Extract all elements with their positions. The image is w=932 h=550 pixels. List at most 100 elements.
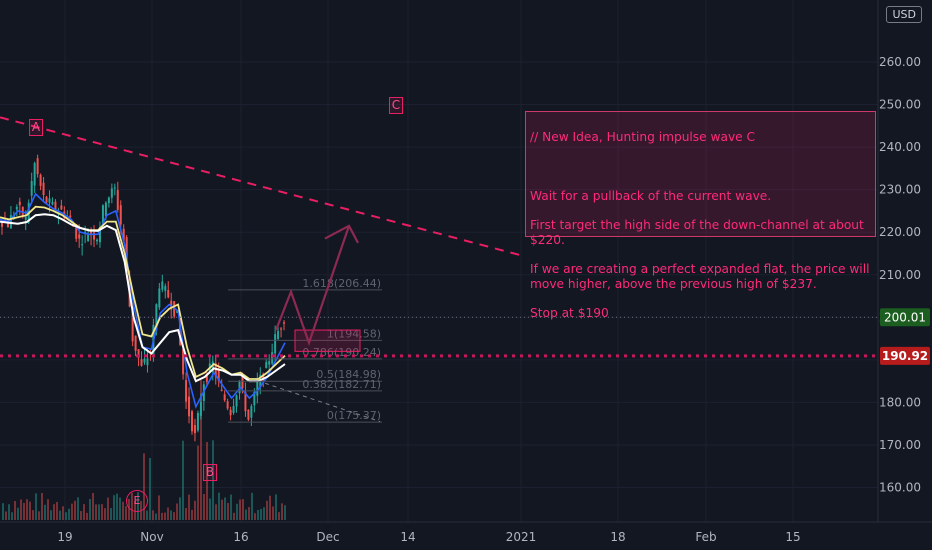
candle-body bbox=[78, 234, 81, 239]
volume-bar bbox=[71, 503, 73, 520]
volume-bar bbox=[122, 501, 124, 520]
candle-body bbox=[33, 163, 36, 186]
candle-body bbox=[131, 307, 134, 342]
candle-body bbox=[253, 391, 256, 406]
last-price-tag bbox=[880, 308, 930, 327]
volume-bar bbox=[176, 503, 178, 520]
volume-bar bbox=[227, 502, 229, 520]
volume-bar bbox=[281, 503, 283, 520]
volume-bar bbox=[188, 494, 190, 520]
volume-bar bbox=[65, 512, 67, 520]
volume-bar bbox=[236, 503, 238, 520]
volume-bar bbox=[80, 511, 82, 520]
volume-bar bbox=[38, 511, 40, 520]
x-tick-label: 2021 bbox=[506, 530, 537, 544]
volume-bar bbox=[200, 380, 202, 520]
volume-bar bbox=[23, 503, 25, 520]
volume-bar bbox=[29, 501, 31, 520]
volume-bar bbox=[50, 510, 52, 520]
candle-body bbox=[277, 331, 280, 339]
volume-bar bbox=[92, 492, 94, 520]
volume-bar bbox=[239, 499, 241, 520]
volume-bar bbox=[59, 510, 61, 520]
volume-bar bbox=[86, 512, 88, 520]
x-tick-label: 14 bbox=[400, 530, 415, 544]
candle-body bbox=[104, 202, 107, 217]
candle-body bbox=[39, 174, 42, 186]
volume-bar bbox=[68, 508, 70, 520]
candle-body bbox=[188, 396, 191, 417]
volume-bar bbox=[179, 497, 181, 520]
candle-body bbox=[113, 187, 116, 189]
x-tick-label: 18 bbox=[610, 530, 625, 544]
volume-bar bbox=[278, 512, 280, 520]
volume-bar bbox=[74, 500, 76, 520]
volume-bar bbox=[248, 507, 250, 520]
candle-body bbox=[60, 205, 63, 210]
volume-bar bbox=[26, 499, 28, 520]
candle-body bbox=[96, 239, 98, 242]
volume-bar bbox=[275, 494, 277, 520]
y-tick-label: 160.00 bbox=[879, 481, 921, 495]
last-price-label: 200.01 bbox=[884, 310, 926, 324]
volume-bar bbox=[41, 492, 43, 520]
wave-e-label: E bbox=[126, 490, 148, 512]
candle-body bbox=[214, 363, 217, 377]
projected-wave-path bbox=[274, 225, 351, 347]
candle-body bbox=[199, 402, 202, 416]
x-tick-label: 15 bbox=[785, 530, 800, 544]
volume-bar bbox=[62, 506, 64, 520]
candle-body bbox=[158, 288, 161, 308]
candle-body bbox=[48, 198, 51, 203]
ma-white-line bbox=[0, 213, 286, 383]
currency-selector[interactable]: USD bbox=[886, 6, 922, 23]
candle-body bbox=[90, 230, 93, 236]
volume-bar bbox=[53, 504, 55, 520]
y-tick-label: 240.00 bbox=[879, 140, 921, 154]
candle-body bbox=[134, 335, 137, 351]
candle-body bbox=[229, 409, 232, 416]
idea-note[interactable]: // New Idea, Hunting impulse wave C Wait… bbox=[525, 111, 876, 320]
volume-bar bbox=[254, 513, 256, 520]
volume-bar bbox=[194, 500, 196, 520]
candle-body bbox=[268, 361, 271, 365]
candle-body bbox=[211, 361, 214, 372]
candle-body bbox=[45, 196, 48, 203]
candle-body bbox=[220, 389, 223, 391]
volume-bar bbox=[224, 497, 226, 520]
candle-body bbox=[140, 359, 143, 366]
note-line: Wait for a pullback of the current wave. bbox=[530, 188, 772, 203]
candle-body bbox=[54, 201, 57, 211]
candle-body bbox=[247, 409, 250, 420]
candle-body bbox=[24, 216, 27, 220]
volume-bar bbox=[257, 509, 259, 520]
candle-body bbox=[193, 425, 196, 434]
volume-bar bbox=[170, 510, 172, 520]
candle-body bbox=[205, 375, 208, 382]
volume-bar bbox=[230, 494, 232, 520]
candle-body bbox=[9, 215, 12, 229]
volume-bar bbox=[146, 510, 148, 520]
volume-bar bbox=[185, 508, 187, 520]
volume-bar bbox=[17, 507, 19, 520]
candle-body bbox=[119, 205, 122, 225]
stop-price-tag bbox=[880, 346, 930, 365]
candle-body bbox=[161, 281, 164, 290]
candle-body bbox=[179, 320, 182, 345]
candle-body bbox=[87, 234, 90, 242]
y-tick-label: 230.00 bbox=[879, 183, 921, 197]
candle-body bbox=[116, 190, 119, 210]
volume-bar bbox=[152, 510, 154, 520]
y-tick-label: 170.00 bbox=[879, 438, 921, 452]
candle-body bbox=[98, 226, 101, 243]
note-line: Stop at $190 bbox=[530, 306, 609, 321]
note-line: // New Idea, Hunting impulse wave C bbox=[530, 129, 756, 144]
candle-body bbox=[217, 369, 220, 381]
volume-bar bbox=[215, 504, 217, 520]
volume-bar bbox=[2, 503, 4, 520]
volume-bar bbox=[266, 500, 268, 520]
candle-body bbox=[244, 392, 247, 412]
x-tick-label: Nov bbox=[140, 530, 163, 544]
